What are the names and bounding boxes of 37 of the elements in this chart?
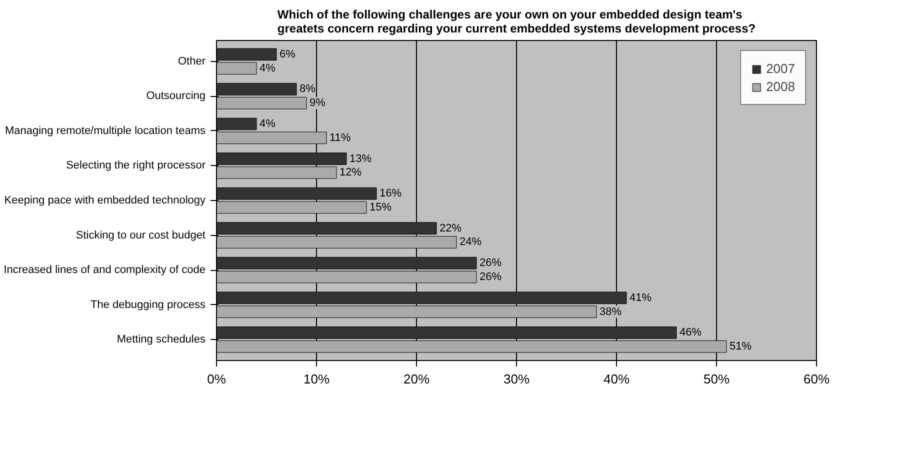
data-label: 15% (370, 201, 392, 214)
y-tick-label: Outsourcing (146, 90, 206, 102)
y-tick-label: Other (178, 55, 206, 68)
data-label: 41% (630, 292, 652, 304)
data-label: 13% (350, 152, 372, 165)
data-label: 12% (340, 166, 362, 179)
data-label: 26% (480, 257, 502, 270)
chart-title: Which of the following challenges are your own on your embedded design team's greatets concern regarding your current embedded systems development process? (277, 8, 756, 36)
data-label: 4% (260, 62, 276, 74)
x-tick-label: 50% (703, 372, 730, 386)
x-tick-label: 40% (603, 372, 630, 386)
data-label: 22% (440, 222, 462, 234)
x-tick-label: 30% (503, 372, 530, 386)
legend-label: 2007 (766, 61, 795, 76)
x-tick-label: 60% (803, 372, 830, 386)
y-tick-label: Sticking to our cost budget (76, 229, 206, 242)
data-label: 46% (680, 326, 702, 339)
data-label: 11% (330, 132, 351, 144)
data-label: 16% (380, 188, 402, 200)
data-label: 26% (480, 271, 502, 284)
y-tick-label: The debugging process (90, 298, 206, 311)
y-tick-label: Metting schedules (116, 334, 206, 346)
data-label: 51% (730, 340, 752, 353)
y-tick-label: Keeping pace with embedded technology (4, 194, 206, 206)
legend-label: 2008 (766, 79, 795, 94)
data-label: 4% (260, 118, 276, 130)
y-tick-label: Selecting the right processor (66, 160, 206, 172)
data-label: 8% (300, 83, 316, 96)
data-label: 24% (460, 236, 482, 248)
y-tick-label: Managing remote/multiple location teams (4, 124, 206, 137)
x-tick-label: 20% (403, 372, 430, 386)
data-label: 38% (600, 306, 622, 318)
y-tick-label: Increased lines of and complexity of code (4, 264, 206, 276)
data-label: 9% (310, 97, 326, 110)
x-tick-label: 10% (303, 372, 330, 386)
data-label: 6% (280, 48, 296, 60)
x-tick-label: 0% (207, 372, 226, 386)
